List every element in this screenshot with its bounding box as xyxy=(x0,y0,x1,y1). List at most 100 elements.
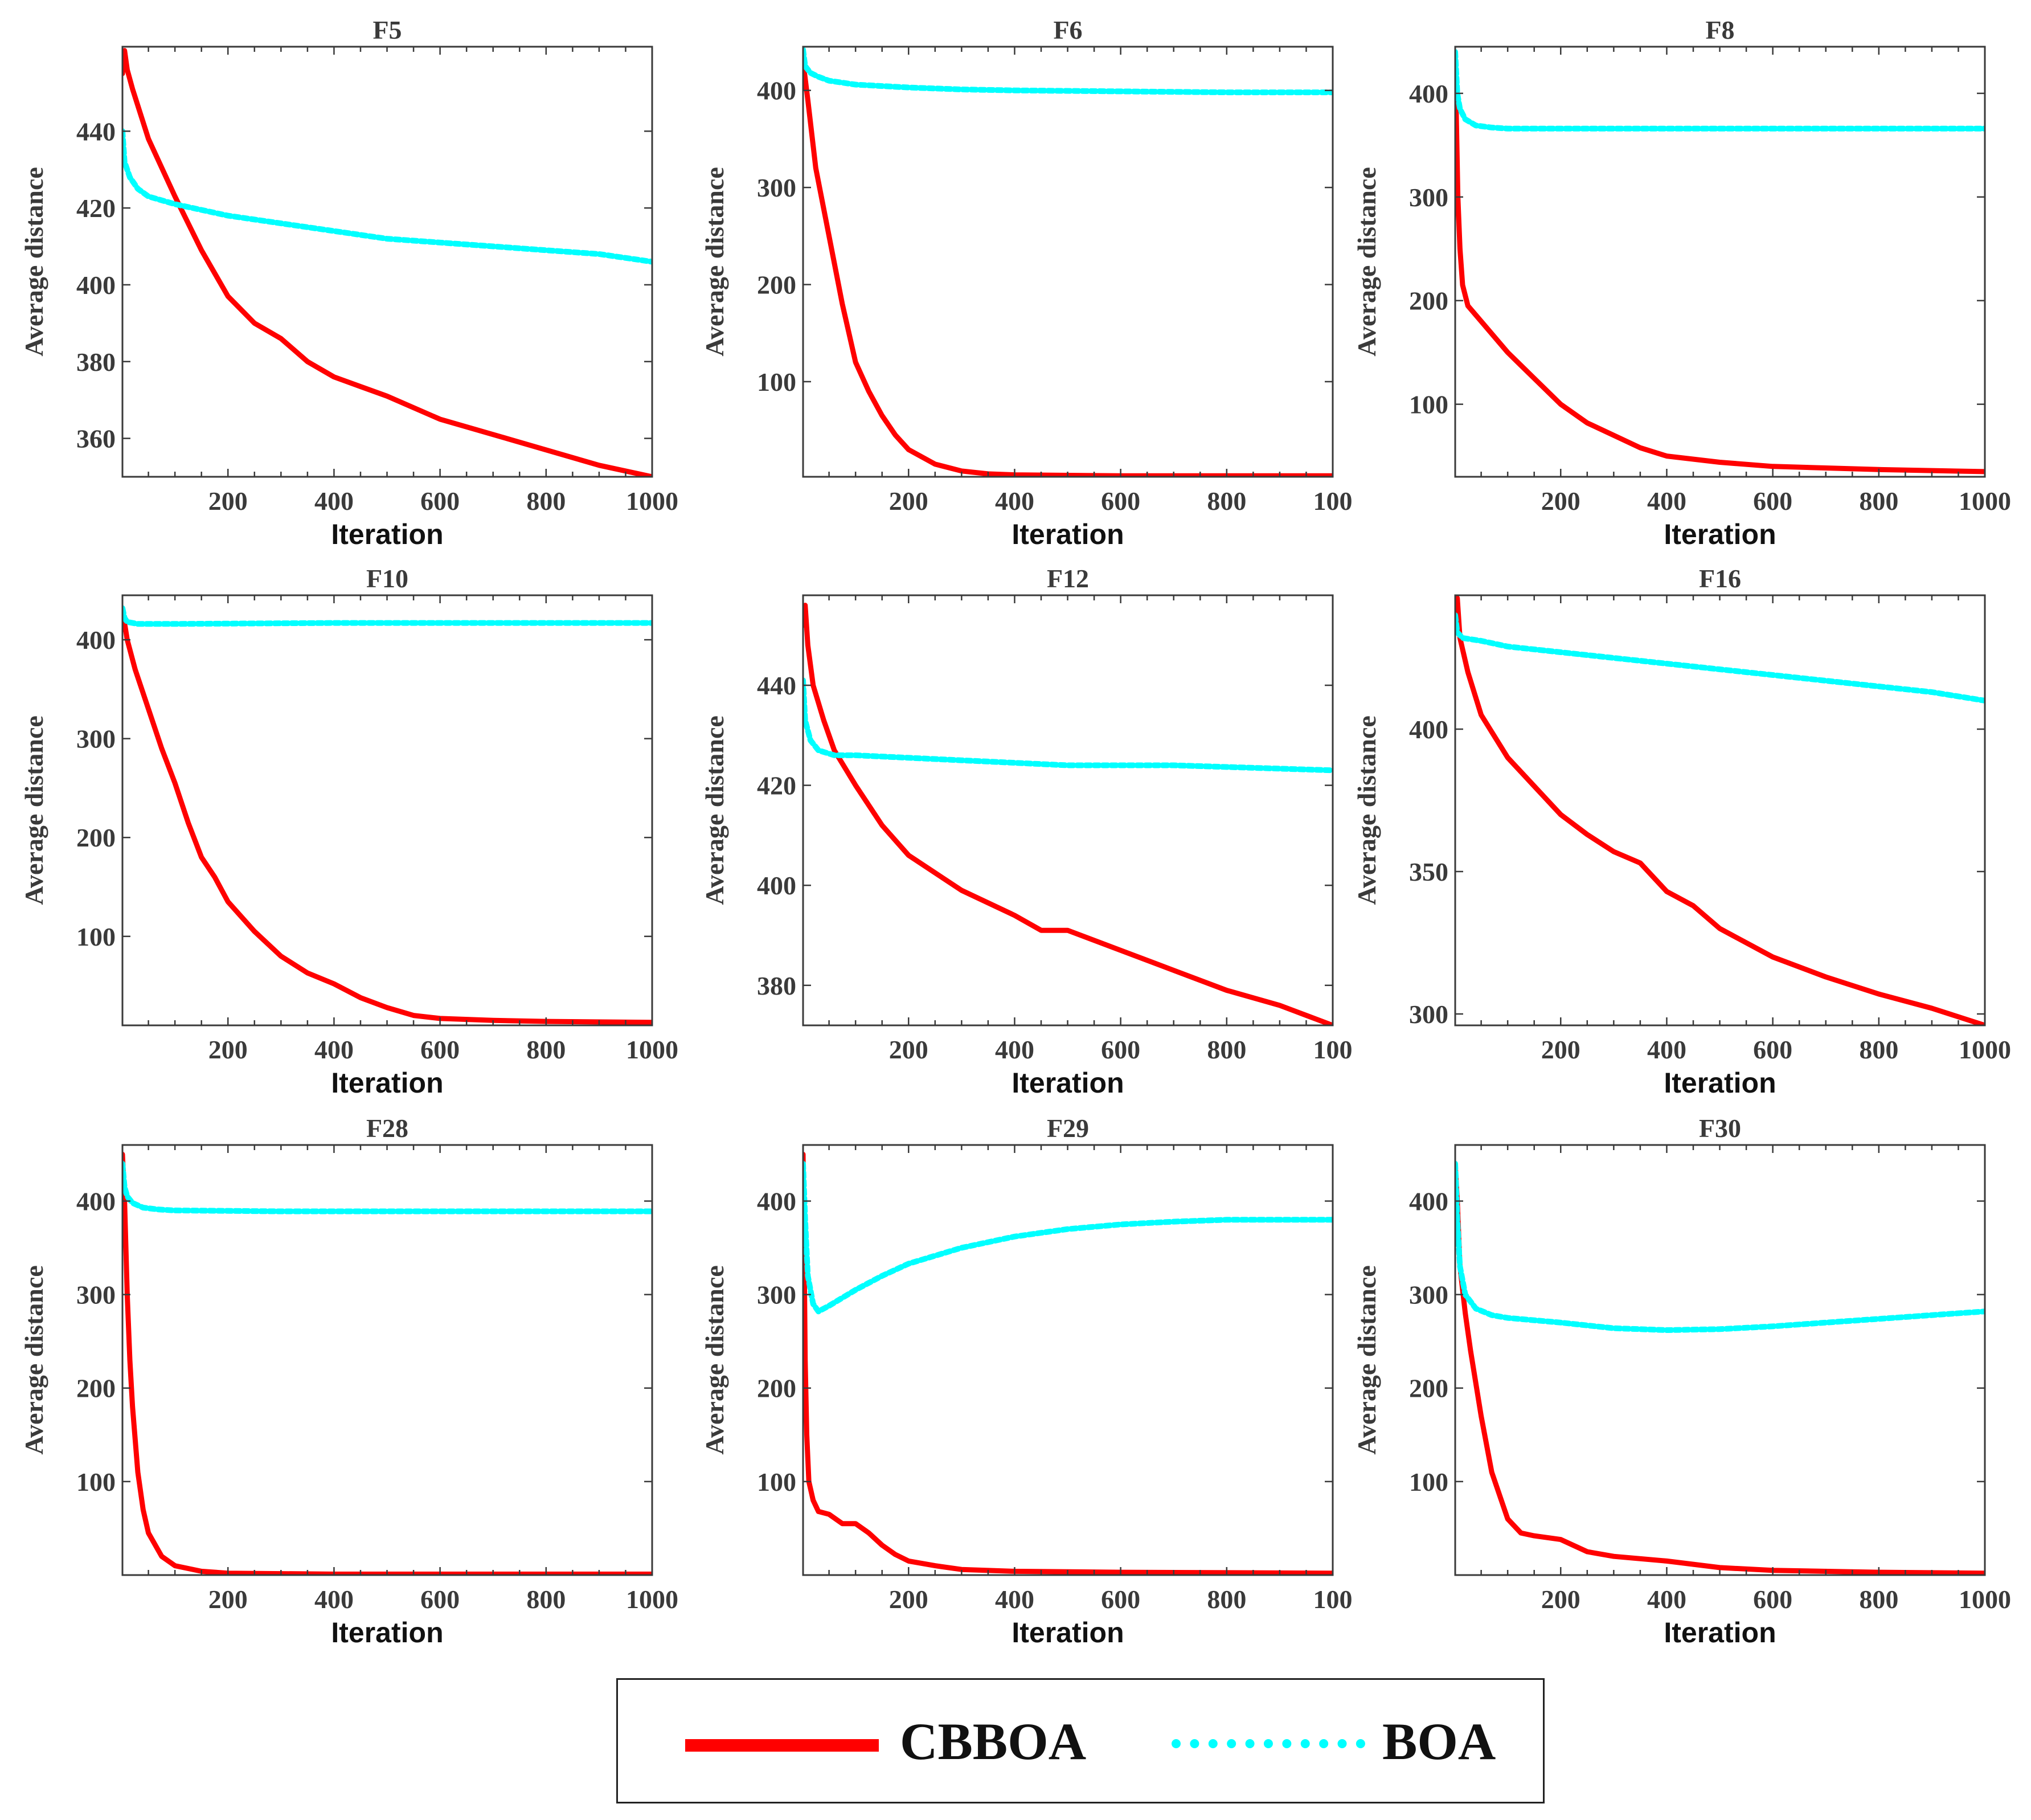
xtick-label-f5: 600 xyxy=(420,486,460,516)
x-axis-label-f6: Iteration xyxy=(1012,518,1124,550)
xtick-label-f10: 200 xyxy=(208,1035,248,1064)
chart-f6: 200 400 600 800 100 100 200 300 400 F6 Iteration Av… xyxy=(700,15,1353,550)
series-boa-f16 xyxy=(1455,612,1985,704)
y-axis-label-f8: Average distance xyxy=(1352,167,1381,357)
legend-cbboa-label: CBBOA xyxy=(900,1712,1087,1770)
chart-title-f28: F28 xyxy=(366,1114,408,1143)
xtick-label-f16: 200 xyxy=(1541,1035,1580,1064)
plot-frame-f8 xyxy=(1454,46,1986,478)
chart-title-f30: F30 xyxy=(1699,1114,1741,1143)
chart-title-f10: F10 xyxy=(366,564,408,593)
ytick-label-f16: 300 xyxy=(1409,1000,1448,1029)
chart-f16: 200 400 600 800 1000 300 350 400 F16 Iteration Ave… xyxy=(1352,564,2011,1099)
xtick-label-f29: 800 xyxy=(1207,1585,1246,1614)
xtick-label-f28: 600 xyxy=(420,1585,460,1614)
xtick-label-f10: 1000 xyxy=(626,1035,678,1064)
xtick-label-f12: 200 xyxy=(889,1035,928,1064)
xtick-label-f6: 200 xyxy=(889,486,928,516)
chart-title-f5: F5 xyxy=(372,15,402,44)
ytick-label-f10: 200 xyxy=(76,823,116,852)
ytick-label-f8: 400 xyxy=(1409,79,1448,108)
ytick-label-f6: 300 xyxy=(757,173,796,202)
x-axis-label-f12: Iteration xyxy=(1012,1067,1124,1099)
ytick-label-f16: 400 xyxy=(1409,715,1448,744)
chart-title-f16: F16 xyxy=(1699,564,1741,593)
ytick-label-f8: 200 xyxy=(1409,287,1448,316)
ytick-label-f30: 200 xyxy=(1409,1374,1448,1403)
ytick-label-f10: 100 xyxy=(76,922,116,951)
plot-frame-f16 xyxy=(1454,594,1986,1026)
ytick-label-f5: 400 xyxy=(76,271,116,300)
xtick-label-f12: 600 xyxy=(1101,1035,1140,1064)
xtick-label-f12: 400 xyxy=(995,1035,1034,1064)
plot-frame-f12 xyxy=(802,594,1334,1026)
ytick-label-f12: 380 xyxy=(757,971,796,1000)
xtick-label-f5: 200 xyxy=(208,486,248,516)
series-cbboa-f10 xyxy=(122,607,652,1025)
chart-f30: 200 400 600 800 1000 100 200 300 400 F30 Iteration… xyxy=(1352,1114,2011,1649)
series-boa-f30 xyxy=(1455,1160,1985,1333)
xtick-label-f16: 1000 xyxy=(1959,1035,2011,1064)
legend-cbboa-swatch xyxy=(685,1739,879,1752)
ytick-label-f10: 300 xyxy=(76,725,116,754)
ytick-label-f5: 440 xyxy=(76,117,116,146)
xtick-label-f5: 1000 xyxy=(626,486,678,516)
ytick-label-f30: 100 xyxy=(1409,1467,1448,1496)
chart-f12: 200 400 600 800 100 380 400 420 440 F12 Iteration A… xyxy=(700,564,1353,1099)
ytick-label-f30: 400 xyxy=(1409,1187,1448,1216)
ytick-label-f29: 400 xyxy=(757,1187,796,1216)
xtick-label-f6: 400 xyxy=(995,486,1034,516)
series-boa-f10 xyxy=(122,605,652,627)
x-axis-label-f29: Iteration xyxy=(1012,1617,1124,1649)
y-axis-label-f16: Average distance xyxy=(1352,715,1381,905)
xtick-label-f16: 400 xyxy=(1647,1035,1686,1064)
series-boa-f6 xyxy=(803,47,1333,96)
chart-f8: 200 400 600 800 1000 100 200 300 400 F8 Iteration A… xyxy=(1352,15,2011,550)
xtick-label-f29: 400 xyxy=(995,1585,1034,1614)
chart-f5: 200 400 600 800 1000 360 380 400 420 440 F5 Iterati… xyxy=(19,15,678,550)
series-cbboa-f6 xyxy=(803,59,1333,477)
xtick-label-f10: 400 xyxy=(314,1035,354,1064)
xtick-label-f5: 400 xyxy=(314,486,354,516)
ytick-label-f5: 380 xyxy=(76,347,116,377)
xtick-label-f8: 600 xyxy=(1753,486,1792,516)
xtick-label-f12: 100 xyxy=(1313,1035,1353,1064)
y-axis-label-f6: Average distance xyxy=(700,167,729,357)
ytick-label-f12: 440 xyxy=(757,671,796,700)
series-boa-f8 xyxy=(1455,49,1985,132)
ytick-label-f30: 300 xyxy=(1409,1281,1448,1310)
y-axis-label-f10: Average distance xyxy=(19,715,48,905)
x-axis-label-f30: Iteration xyxy=(1664,1617,1776,1649)
series-cbboa-f29 xyxy=(803,1151,1333,1575)
ytick-label-f12: 420 xyxy=(757,771,796,800)
chart-title-f12: F12 xyxy=(1047,564,1089,593)
series-cbboa-f30 xyxy=(1455,1161,1985,1575)
x-axis-label-f16: Iteration xyxy=(1664,1067,1776,1099)
series-cbboa-f12 xyxy=(803,603,1333,1025)
y-axis-label-f5: Average distance xyxy=(19,167,48,357)
ytick-label-f6: 100 xyxy=(757,367,796,396)
plot-frame-f29 xyxy=(802,1144,1334,1576)
xtick-label-f5: 800 xyxy=(526,486,566,516)
series-cbboa-f16 xyxy=(1455,595,1985,1025)
ytick-label-f29: 300 xyxy=(757,1281,796,1310)
x-axis-label-f5: Iteration xyxy=(331,518,443,550)
x-axis-label-f28: Iteration xyxy=(331,1617,443,1649)
chart-f29: 200 400 600 800 100 100 200 300 400 F29 Iteration A… xyxy=(700,1114,1353,1649)
ytick-label-f28: 100 xyxy=(76,1467,116,1496)
series-cbboa-f28 xyxy=(122,1151,652,1575)
legend-boa-label: BOA xyxy=(1382,1712,1496,1770)
xtick-label-f28: 1000 xyxy=(626,1585,678,1614)
xtick-label-f6: 600 xyxy=(1101,486,1140,516)
series-cbboa-f8 xyxy=(1455,49,1985,475)
xtick-label-f6: 800 xyxy=(1207,486,1246,516)
series-boa-f29 xyxy=(803,1160,1333,1315)
chart-title-f6: F6 xyxy=(1053,15,1082,44)
xtick-label-f16: 800 xyxy=(1859,1035,1898,1064)
xtick-label-f10: 600 xyxy=(420,1035,460,1064)
ytick-label-f12: 400 xyxy=(757,871,796,900)
chart-f28: 200 400 600 800 1000 100 200 300 400 F28 Iteration… xyxy=(19,1114,678,1649)
xtick-label-f28: 400 xyxy=(314,1585,354,1614)
ytick-label-f29: 200 xyxy=(757,1374,796,1403)
